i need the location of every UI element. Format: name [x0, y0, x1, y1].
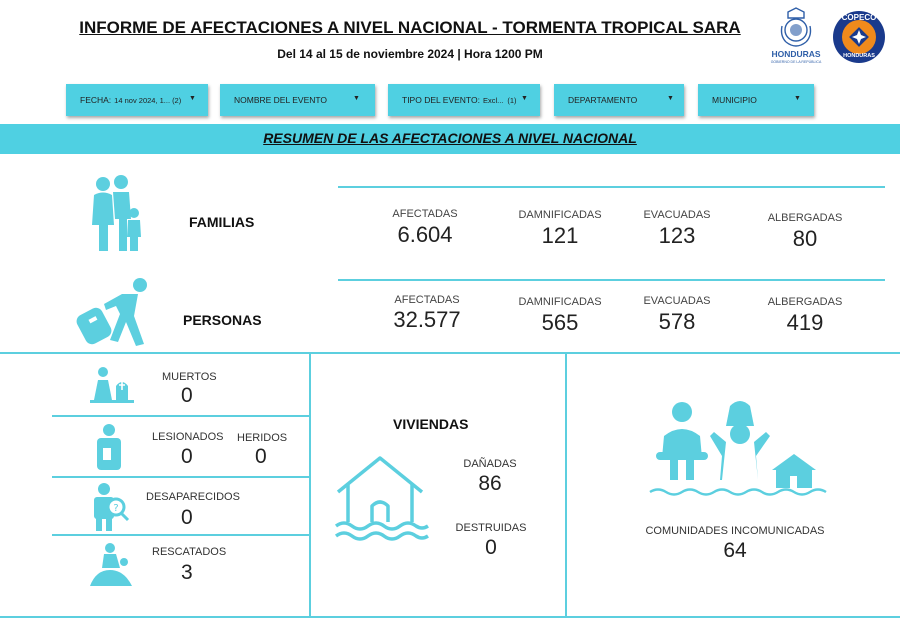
muertos-label: MUERTOS [162, 371, 217, 383]
missing-person-icon: ? [90, 483, 132, 536]
comunidades-label: COMUNIDADES INCOMUNICADAS [645, 525, 825, 537]
summary-banner-text: RESUMEN DE LAS AFECTACIONES A NIVEL NACI… [263, 130, 637, 146]
familias-afectadas-value: 6.604 [397, 222, 453, 247]
personas-albergadas-label: ALBERGADAS [767, 296, 843, 308]
filter-fecha-count: (2) [172, 95, 182, 105]
viviendas-danadas-label: DAÑADAS [463, 458, 517, 470]
summary-banner [0, 124, 900, 154]
lesionados-value: 0 [181, 445, 193, 468]
filter-departamento[interactable]: DEPARTAMENTO ▼ [554, 84, 684, 116]
chevron-down-icon: ▼ [521, 95, 528, 102]
heridos-value: 0 [255, 445, 267, 468]
familias-evacuadas-label: EVACUADAS [643, 209, 711, 221]
family-icon [88, 175, 148, 260]
chevron-down-icon: ▼ [353, 95, 360, 102]
filter-fecha-label: FECHA: [80, 95, 112, 105]
personas-damnificadas-label: DAMNIFICADAS [518, 296, 602, 308]
filter-tipo-evento-value: Excl... [482, 95, 504, 105]
svg-text:?: ? [113, 503, 118, 514]
desaparecidos-value: 0 [181, 506, 193, 529]
viviendas-destruidas-value: 0 [485, 536, 497, 559]
viviendas-danadas-value: 86 [478, 472, 502, 495]
familias-albergadas-label: ALBERGADAS [767, 212, 843, 224]
honduras-logo: HONDURAS GOBIERNO DE LA REPÚBLICA [768, 6, 824, 66]
copeco-logo-text: COPECO [841, 13, 877, 22]
personas-afectadas-value: 32.577 [393, 307, 461, 332]
personas-afectadas-label: AFECTADAS [394, 294, 460, 306]
viviendas-label: VIVIENDAS [393, 416, 469, 432]
grave-icon [90, 364, 134, 409]
desaparecidos-label: DESAPARECIDOS [146, 491, 240, 503]
familias-afectadas-label: AFECTADAS [392, 208, 458, 220]
filter-fecha-value: 14 nov 2024, 1... [114, 95, 171, 105]
heridos-label: HERIDOS [237, 432, 288, 444]
personas-damnificadas-value: 565 [541, 310, 579, 335]
filter-tipo-evento[interactable]: TIPO DEL EVENTO: Excl... (1) ▼ [388, 84, 540, 116]
copeco-logo: COPECO HONDURAS [832, 10, 886, 64]
muertos-value: 0 [181, 384, 193, 407]
personas-albergadas-value: 419 [786, 310, 824, 335]
isolated-community-icon [648, 396, 830, 505]
comunidades-value: 64 [723, 539, 747, 562]
filter-nombre-evento[interactable]: NOMBRE DEL EVENTO ▼ [220, 84, 375, 116]
familias-damnificadas-value: 121 [541, 223, 579, 248]
flooded-house-icon [332, 452, 432, 549]
filter-municipio[interactable]: MUNICIPIO ▼ [698, 84, 814, 116]
honduras-logo-text: HONDURAS [771, 49, 821, 59]
person-with-luggage-icon [72, 276, 154, 353]
honduras-logo-subtext: GOBIERNO DE LA REPÚBLICA [770, 60, 822, 64]
rescatados-value: 3 [181, 561, 193, 584]
filter-municipio-label: MUNICIPIO [712, 95, 757, 105]
familias-evacuadas-value: 123 [658, 223, 696, 248]
victimas-divider-1 [52, 415, 309, 417]
personas-evacuadas-label: EVACUADAS [643, 295, 711, 307]
filter-tipo-evento-count: (1) [507, 95, 517, 105]
copeco-logo-subtext: HONDURAS [843, 53, 875, 59]
report-title: INFORME DE AFECTACIONES A NIVEL NACIONAL… [79, 18, 741, 37]
section-divider-right [565, 352, 567, 618]
chevron-down-icon: ▼ [189, 95, 196, 102]
familias-damnificadas-label: DAMNIFICADAS [518, 209, 602, 221]
section-divider-bottom [0, 616, 900, 618]
familias-albergadas-value: 80 [792, 226, 818, 251]
personas-evacuadas-value: 578 [658, 309, 696, 334]
familias-divider [338, 186, 885, 188]
rescue-icon [86, 542, 136, 593]
filter-departamento-label: DEPARTAMENTO [568, 95, 638, 105]
section-divider-left [309, 352, 311, 618]
personas-divider [338, 279, 885, 281]
chevron-down-icon: ▼ [667, 95, 674, 102]
report-subtitle: Del 14 al 15 de noviembre 2024 | Hora 12… [277, 47, 543, 61]
familias-label: FAMILIAS [189, 214, 255, 230]
victimas-divider-3 [52, 534, 309, 536]
lesionados-label: LESIONADOS [152, 431, 224, 443]
filter-nombre-evento-label: NOMBRE DEL EVENTO [234, 95, 328, 105]
victimas-divider-2 [52, 476, 309, 478]
filter-fecha[interactable]: FECHA: 14 nov 2024, 1... (2) ▼ [66, 84, 208, 116]
filter-tipo-evento-label: TIPO DEL EVENTO: [402, 95, 480, 105]
chevron-down-icon: ▼ [794, 95, 801, 102]
section-divider-top [0, 352, 900, 354]
rescatados-label: RESCATADOS [152, 546, 227, 558]
injured-person-icon [94, 424, 124, 475]
viviendas-destruidas-label: DESTRUIDAS [455, 522, 527, 534]
personas-label: PERSONAS [183, 312, 262, 328]
